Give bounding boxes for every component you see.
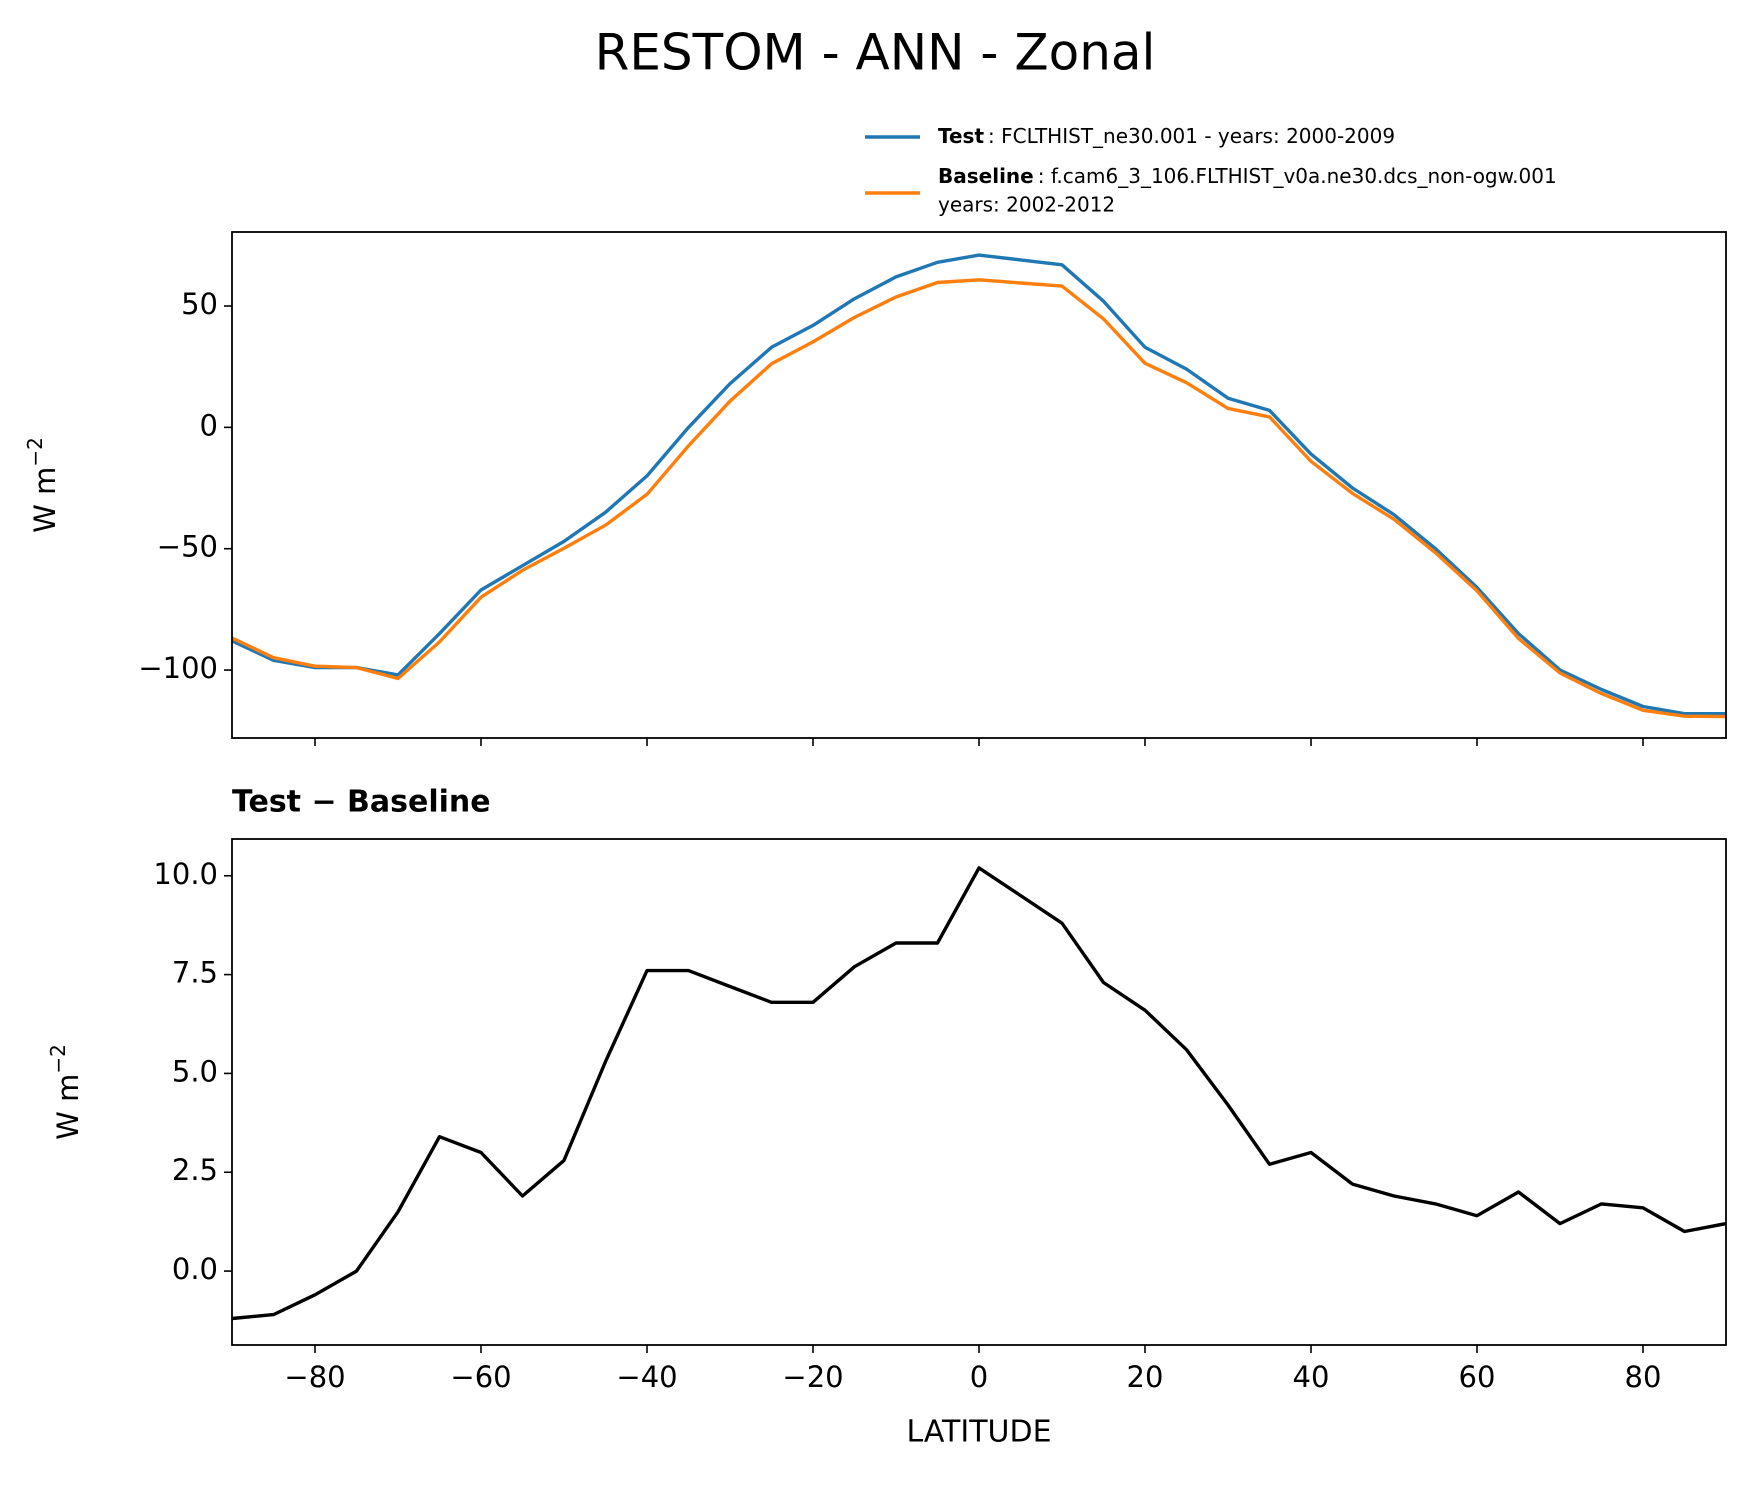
x-axis-label: LATITUDE: [906, 1415, 1051, 1450]
y-tick-label: 10.0: [153, 857, 218, 891]
y-tick-label: −100: [138, 651, 218, 685]
axes-frame: [231, 838, 1727, 1346]
legend-description: : FCLTHIST_ne30.001 - years: 2000-2009: [988, 124, 1395, 148]
x-tick-label: −20: [782, 1360, 843, 1394]
y-tick-label: 50: [181, 287, 218, 321]
series-line: [232, 253, 1726, 716]
legend-description: : f.cam6_3_106.FLTHIST_v0a.ne30.dcs_non-…: [1038, 164, 1557, 188]
y-tick-label: −50: [157, 530, 218, 564]
x-tick-label: 80: [1625, 1360, 1662, 1394]
series-line: [232, 278, 1726, 719]
y-axis-label-text: W m: [51, 1074, 85, 1140]
legend-label: Baseline: f.cam6_3_106.FLTHIST_v0a.ne30.…: [938, 164, 1557, 188]
figure-title: RESTOM - ANN - Zonal: [595, 24, 1156, 82]
x-tick-label: 20: [1127, 1360, 1164, 1394]
x-tick-label: 0: [970, 1360, 988, 1394]
x-tick-label: 40: [1293, 1360, 1330, 1394]
legend-label: Test: FCLTHIST_ne30.001 - years: 2000-20…: [938, 124, 1395, 148]
legend-name: Baseline: [938, 164, 1034, 188]
y-axis-label-superscript: −2: [23, 437, 47, 466]
y-tick-label: 0: [200, 408, 218, 442]
y-axis-label: W m−2: [23, 437, 63, 533]
y-axis-label-superscript: −2: [46, 1044, 70, 1073]
y-tick-label: 2.5: [172, 1153, 218, 1187]
x-tick-label: −40: [616, 1360, 677, 1394]
x-tick-label: −80: [284, 1360, 345, 1394]
legend-label-line2: years: 2002-2012: [938, 193, 1115, 217]
y-tick-label: 7.5: [172, 956, 218, 990]
legend-name: Test: [938, 124, 984, 148]
x-tick-label: 60: [1459, 1360, 1496, 1394]
x-tick-label: −60: [450, 1360, 511, 1394]
y-tick-label: 0.0: [172, 1252, 218, 1286]
y-axis-label-text: W m: [28, 467, 62, 533]
series-line: [232, 866, 1726, 1321]
y-tick-label: 5.0: [172, 1054, 218, 1088]
axes-frame: [231, 231, 1727, 739]
panel-title: Test − Baseline: [232, 785, 491, 820]
y-axis-label: W m−2: [46, 1044, 86, 1140]
